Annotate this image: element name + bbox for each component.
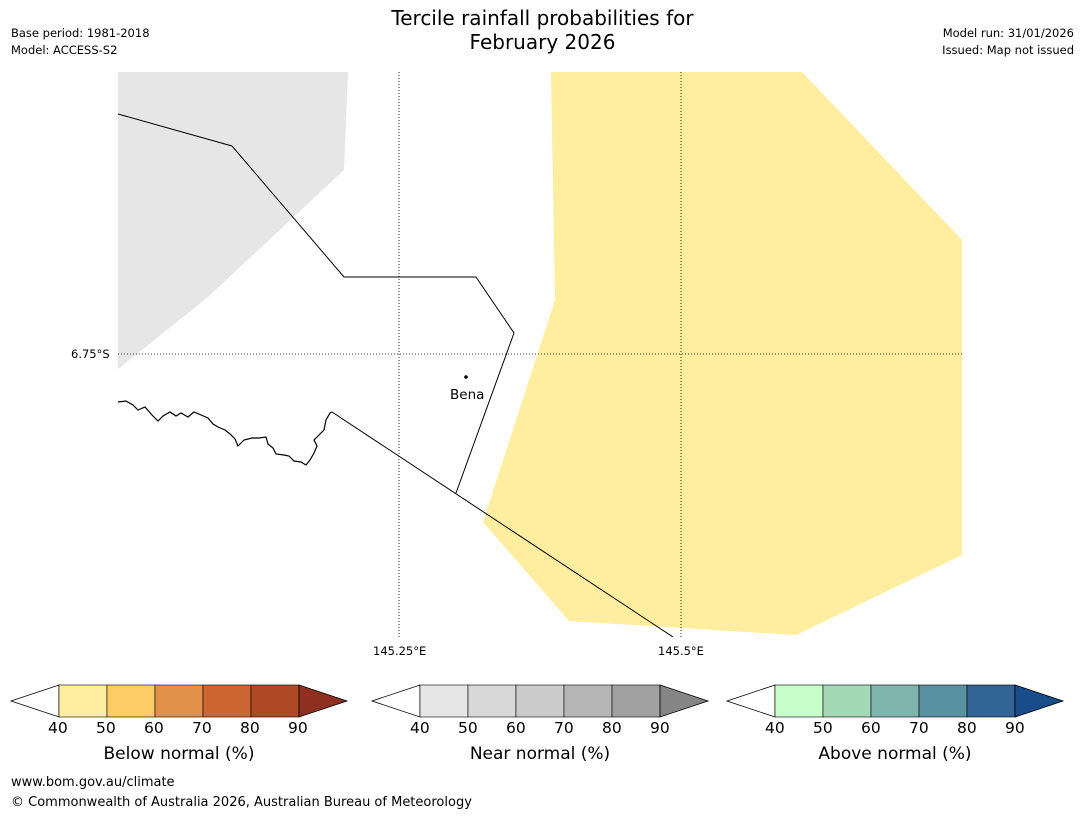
- above-tick-50: 50: [813, 719, 833, 737]
- map-area: [118, 72, 964, 637]
- near-swatch-80: [611, 684, 661, 718]
- near-tick-90: 90: [650, 719, 670, 737]
- footer-url[interactable]: www.bom.gov.au/climate: [11, 775, 175, 790]
- above-swatch-80: [966, 684, 1016, 718]
- below-tick-70: 70: [192, 719, 212, 737]
- meta-right: Model run: 31/01/2026 Issued: Map not is…: [942, 25, 1074, 59]
- above-swatch-40: [774, 684, 824, 718]
- above-tick-80: 80: [957, 719, 977, 737]
- above-tick-90: 90: [1005, 719, 1025, 737]
- below-swatch-70: [202, 684, 252, 718]
- issued-text: Issued: Map not issued: [942, 43, 1074, 57]
- colorbar-ticks: 40 50 60 70 80 90 40 50 60 70 80 90 40 5…: [0, 719, 1085, 739]
- colorbar-strip: [9, 684, 1065, 718]
- below-tick-90: 90: [288, 719, 308, 737]
- model-run-text: Model run: 31/01/2026: [942, 26, 1074, 40]
- title-line-1: Tercile rainfall probabilities for: [391, 6, 694, 30]
- below-normal-title: Below normal (%): [103, 744, 255, 764]
- below-under-arrow: [9, 684, 60, 718]
- above-over-arrow: [1014, 684, 1065, 718]
- title-line-2: February 2026: [469, 30, 616, 54]
- above-under-arrow: [725, 684, 776, 718]
- below-swatch-60: [154, 684, 204, 718]
- province-border-south: [331, 411, 674, 637]
- bena-label: Bena: [450, 387, 485, 403]
- above-normal-title: Above normal (%): [818, 744, 972, 764]
- near-under-arrow: [370, 684, 421, 718]
- above-swatch-50: [822, 684, 872, 718]
- above-tick-60: 60: [861, 719, 881, 737]
- model-text: Model: ACCESS-S2: [11, 43, 118, 57]
- map-title: Tercile rainfall probabilities for Febru…: [0, 6, 1085, 54]
- colorbar-near: [370, 684, 710, 718]
- above-tick-70: 70: [909, 719, 929, 737]
- lat-label: 6.75°S: [71, 347, 110, 361]
- above-swatch-70: [918, 684, 968, 718]
- near-swatch-60: [515, 684, 565, 718]
- near-tick-60: 60: [506, 719, 526, 737]
- river-line: [118, 400, 333, 466]
- colorbar-below: [9, 684, 349, 718]
- near-normal-title: Near normal (%): [469, 744, 611, 764]
- below-swatch-40: [58, 684, 108, 718]
- above-swatch-60: [870, 684, 920, 718]
- lon-label-145-5: 145.5°E: [658, 644, 704, 658]
- near-tick-70: 70: [554, 719, 574, 737]
- province-border: [118, 113, 515, 494]
- base-period-text: Base period: 1981-2018: [11, 26, 150, 40]
- near-swatch-40: [419, 684, 469, 718]
- lon-label-145-25: 145.25°E: [373, 644, 427, 658]
- near-swatch-50: [467, 684, 517, 718]
- above-tick-40: 40: [765, 719, 785, 737]
- colorbar-above: [725, 684, 1065, 718]
- below-tick-40: 40: [48, 719, 68, 737]
- near-tick-50: 50: [458, 719, 478, 737]
- near-tick-40: 40: [410, 719, 430, 737]
- bena-marker: [464, 375, 468, 379]
- below-tick-60: 60: [144, 719, 164, 737]
- near-normal-region: [118, 72, 348, 369]
- near-over-arrow: [659, 684, 710, 718]
- footer-copyright: © Commonwealth of Australia 2026, Austra…: [11, 795, 472, 810]
- below-over-arrow: [298, 684, 349, 718]
- below-tick-80: 80: [240, 719, 260, 737]
- near-tick-80: 80: [602, 719, 622, 737]
- near-swatch-70: [563, 684, 613, 718]
- below-swatch-50: [106, 684, 156, 718]
- below-tick-50: 50: [96, 719, 116, 737]
- below-normal-region: [483, 72, 962, 635]
- below-swatch-80: [250, 684, 300, 718]
- meta-left: Base period: 1981-2018 Model: ACCESS-S2: [11, 25, 150, 59]
